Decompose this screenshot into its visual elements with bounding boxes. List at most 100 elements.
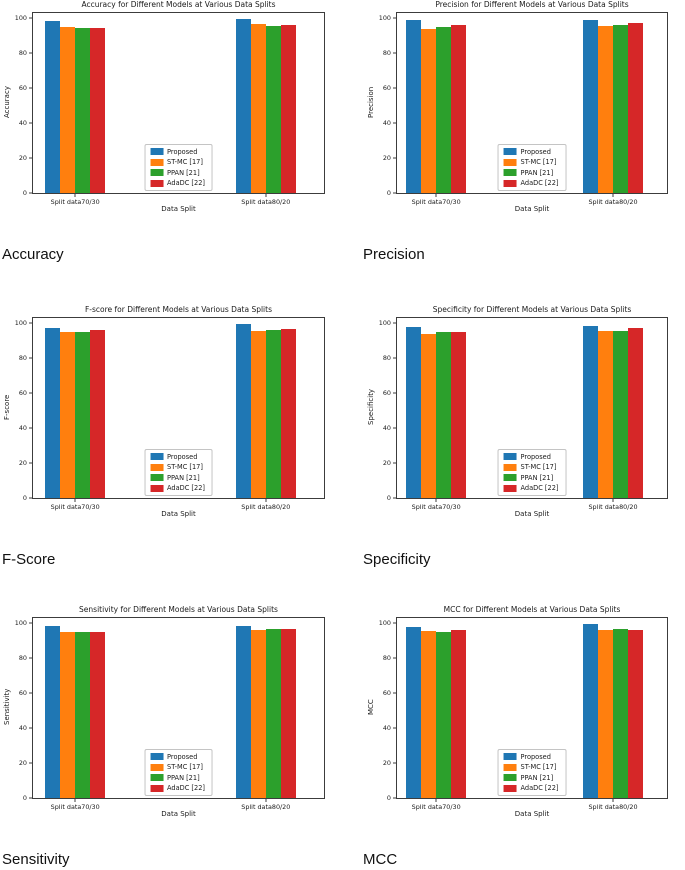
y-tick-label: 0 bbox=[386, 794, 391, 802]
legend-swatch-st-mc-17 bbox=[150, 158, 164, 166]
legend: Proposed ST-MC [17] PPAN [21] AdaDC [22] bbox=[144, 143, 213, 191]
legend-label: Proposed bbox=[167, 452, 198, 461]
y-tick-mark bbox=[393, 192, 397, 194]
legend-label: ST-MC [17] bbox=[520, 158, 557, 166]
bar-st-mc-17 bbox=[250, 24, 266, 193]
chart-f-score: F-score for Different Models at Various … bbox=[0, 305, 342, 537]
y-tick-label: 20 bbox=[382, 759, 391, 768]
y-tick-label: 40 bbox=[382, 119, 391, 128]
figure-caption: Sensitivity bbox=[2, 851, 70, 868]
legend-label: ST-MC [17] bbox=[520, 763, 557, 771]
legend-swatch-st-mc-17 bbox=[503, 463, 517, 471]
legend-entry: ST-MC [17] bbox=[150, 158, 205, 166]
y-tick-label: 100 bbox=[378, 619, 391, 628]
y-tick-mark bbox=[29, 392, 33, 394]
y-tick-label: 0 bbox=[22, 494, 27, 502]
x-tick-label: Split data70/30 bbox=[50, 803, 100, 811]
legend-swatch-st-mc-17 bbox=[503, 763, 517, 771]
y-tick-label: 80 bbox=[18, 654, 27, 663]
legend-entry: PPAN [21] bbox=[150, 774, 205, 782]
y-tick-label: 40 bbox=[382, 724, 391, 733]
legend-label: Proposed bbox=[520, 452, 551, 461]
legend-label: AdaDC [22] bbox=[167, 179, 205, 187]
legend-label: PPAN [21] bbox=[520, 168, 554, 177]
x-tick-label: Split data70/30 bbox=[411, 803, 461, 811]
y-tick-label: 20 bbox=[18, 154, 27, 163]
legend-swatch-adadc-22 bbox=[503, 484, 517, 492]
y-axis-label: Accuracy bbox=[3, 86, 11, 118]
legend-label: AdaDC [22] bbox=[167, 784, 205, 792]
figure-block-accuracy: Accuracy for Different Models at Various… bbox=[0, 0, 342, 295]
x-tick-mark bbox=[435, 498, 437, 502]
figure-caption: Accuracy bbox=[2, 246, 64, 263]
legend-swatch-ppan-21 bbox=[150, 774, 164, 781]
x-tick-mark bbox=[74, 498, 76, 502]
y-tick-mark bbox=[393, 762, 397, 764]
bar-adadc-22 bbox=[280, 25, 296, 193]
y-tick-mark bbox=[393, 392, 397, 394]
y-tick-label: 20 bbox=[18, 759, 27, 768]
y-tick-label: 0 bbox=[386, 189, 391, 197]
plot-area: 0 20 40 60 80 100 Split data70/30 Split data80/… bbox=[379, 12, 668, 206]
legend-swatch-st-mc-17 bbox=[503, 158, 517, 166]
y-tick-mark bbox=[29, 797, 33, 799]
y-tick-label: 100 bbox=[378, 14, 391, 23]
bar-ppan-21 bbox=[75, 27, 91, 193]
bar-st-mc-17 bbox=[421, 630, 437, 798]
bar-st-mc-17 bbox=[60, 631, 76, 798]
legend-entry: Proposed bbox=[150, 753, 205, 761]
legend-entry: Proposed bbox=[503, 147, 559, 156]
x-tick-label: Split data80/20 bbox=[588, 803, 638, 811]
x-axis-label: Data Split bbox=[514, 810, 550, 818]
bar-proposed bbox=[583, 624, 598, 798]
legend-label: AdaDC [22] bbox=[520, 784, 559, 792]
bar-adadc-22 bbox=[451, 25, 467, 193]
legend-label: AdaDC [22] bbox=[520, 484, 559, 492]
legend-label: Proposed bbox=[520, 147, 551, 156]
chart-title: Accuracy for Different Models at Various… bbox=[81, 0, 276, 9]
legend-entry: Proposed bbox=[150, 148, 205, 156]
legend-entry: AdaDC [22] bbox=[503, 784, 559, 792]
bar-adadc-22 bbox=[628, 328, 643, 498]
legend-label: PPAN [21] bbox=[167, 773, 200, 782]
legend-swatch-st-mc-17 bbox=[150, 763, 164, 771]
y-tick-label: 60 bbox=[382, 389, 391, 398]
x-tick-label: Split data80/20 bbox=[588, 198, 638, 206]
legend-label: PPAN [21] bbox=[167, 473, 200, 482]
y-tick-mark bbox=[29, 427, 33, 429]
x-axis-label: Data Split bbox=[161, 510, 196, 518]
legend-entry: Proposed bbox=[503, 753, 559, 761]
bar-st-mc-17 bbox=[421, 333, 437, 498]
y-tick-mark bbox=[29, 357, 33, 359]
x-tick-label: Split data80/20 bbox=[588, 503, 638, 511]
y-tick-mark bbox=[393, 622, 397, 624]
chart-title: MCC for Different Models at Various Data… bbox=[443, 605, 621, 614]
y-axis-label: Sensitivity bbox=[3, 688, 11, 726]
x-tick-mark bbox=[612, 798, 614, 802]
x-tick-mark bbox=[612, 193, 614, 197]
bar-proposed bbox=[45, 626, 61, 798]
plot-area: 0 20 40 60 80 100 Split data70/30 Split data80/… bbox=[15, 317, 325, 511]
legend-label: ST-MC [17] bbox=[167, 158, 203, 166]
y-axis-label: Specificity bbox=[367, 388, 375, 426]
y-tick-label: 100 bbox=[14, 319, 27, 328]
bar-adadc-22 bbox=[451, 630, 467, 798]
legend-label: ST-MC [17] bbox=[520, 463, 557, 471]
y-tick-label: 20 bbox=[382, 154, 391, 163]
bar-st-mc-17 bbox=[60, 26, 76, 193]
x-tick-label: Split data70/30 bbox=[50, 503, 100, 511]
legend-entry: PPAN [21] bbox=[503, 774, 559, 782]
bar-ppan-21 bbox=[436, 26, 452, 193]
bar-ppan-21 bbox=[75, 631, 91, 798]
y-tick-mark bbox=[393, 727, 397, 729]
figure-caption: F-Score bbox=[2, 551, 56, 568]
legend-entry: ST-MC [17] bbox=[503, 158, 559, 166]
plot-area: 0 20 40 60 80 100 Split data70/30 Split data80/… bbox=[379, 617, 668, 811]
bar-st-mc-17 bbox=[598, 330, 613, 498]
y-tick-mark bbox=[29, 87, 33, 89]
bar-st-mc-17 bbox=[598, 629, 613, 798]
figure-block-f-score: F-score for Different Models at Various … bbox=[0, 295, 342, 595]
legend-entry: PPAN [21] bbox=[150, 169, 205, 177]
legend-swatch-proposed bbox=[150, 453, 164, 460]
y-tick-mark bbox=[393, 462, 397, 464]
